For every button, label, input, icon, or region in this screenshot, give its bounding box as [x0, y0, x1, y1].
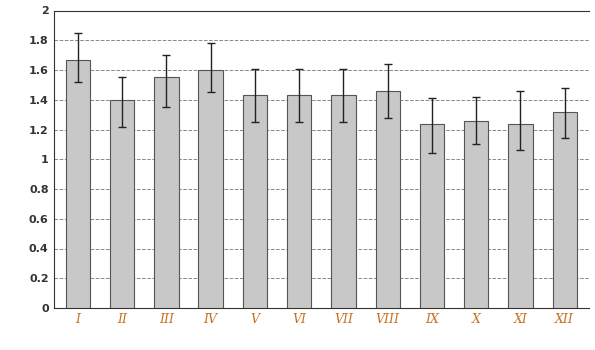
Bar — [154, 77, 178, 308]
Bar — [553, 112, 577, 308]
Bar — [331, 95, 356, 308]
Bar — [199, 70, 223, 308]
Bar — [508, 124, 533, 308]
Bar — [375, 91, 400, 308]
Bar — [419, 124, 444, 308]
Bar — [287, 95, 311, 308]
Bar — [110, 100, 134, 308]
Bar — [464, 120, 488, 308]
Bar — [243, 95, 267, 308]
Bar — [65, 60, 90, 308]
